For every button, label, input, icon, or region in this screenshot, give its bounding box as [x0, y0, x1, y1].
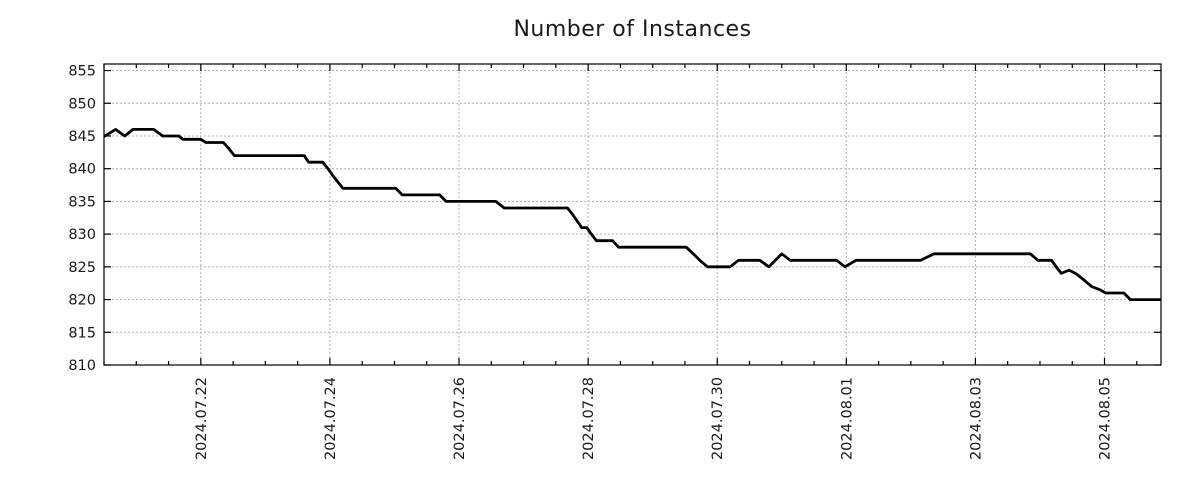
x-tick-label: 2024.07.24	[323, 377, 339, 460]
x-tick-label: 2024.07.26	[452, 377, 468, 460]
y-tick-label: 830	[68, 227, 96, 243]
chart-title: Number of Instances	[513, 17, 752, 42]
y-tick-label: 845	[68, 129, 96, 145]
y-tick-label: 820	[68, 293, 96, 309]
x-tick-label: 2024.08.05	[1098, 377, 1114, 460]
data-line-instances	[103, 127, 1161, 302]
x-tick-label: 2024.08.01	[839, 377, 855, 460]
y-tick-label: 835	[68, 194, 96, 210]
y-tick-label: 850	[68, 96, 96, 112]
x-tick-label: 2024.07.30	[710, 377, 726, 460]
y-tick-label: 810	[68, 358, 96, 374]
x-tick-label: 2024.07.22	[194, 377, 210, 460]
x-tick-label: 2024.07.28	[581, 377, 597, 460]
x-tick-label: 2024.08.03	[968, 377, 984, 460]
y-tick-label: 840	[68, 162, 96, 178]
y-tick-label: 825	[68, 260, 96, 276]
plot-frame	[103, 63, 1162, 366]
y-tick-label: 855	[68, 64, 96, 80]
y-tick-label: 815	[68, 325, 96, 341]
